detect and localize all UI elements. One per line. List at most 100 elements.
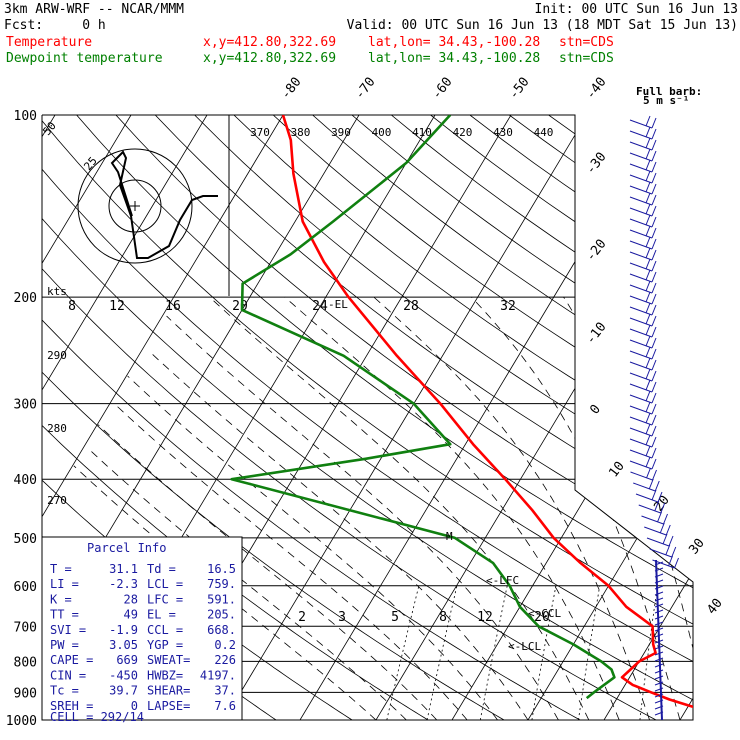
parcel-info-value: 669 (116, 653, 138, 667)
wind-barb-flag (674, 557, 679, 569)
parcel-info-value: 3.05 (109, 638, 138, 652)
barb-legend-title: Full barb: (636, 85, 702, 98)
wind-barb-flag (651, 282, 657, 294)
theta-label-440: 440 (534, 126, 554, 139)
wind-barb-flag (651, 238, 657, 250)
pressure-label-600: 600 (14, 580, 37, 595)
wind-barb-flag (657, 491, 663, 503)
wind-barb-flag (651, 205, 657, 217)
wind-barb-flag (651, 414, 657, 426)
parcel-info-value: -450 (109, 668, 138, 682)
parcel-info-label: SWEAT= (147, 653, 190, 667)
parcel-info-title: Parcel Info (87, 541, 166, 555)
wind-barb-shaft (629, 416, 653, 426)
wind-barb-flag (651, 403, 657, 415)
wind-barb-shaft (635, 493, 659, 503)
isotherm-line (42, 115, 284, 720)
wind-barb-shaft (633, 482, 656, 492)
hodo-trace (110, 150, 218, 259)
wind-barb-shaft (654, 675, 664, 680)
parcel-info-value: 205. (207, 608, 236, 622)
parcel-info-label: Td = (147, 562, 176, 576)
hodo-speed-label-16: 16 (165, 299, 181, 314)
isotherm-line (42, 115, 132, 720)
wind-barb-shaft (629, 273, 653, 283)
wind-barb-shaft (644, 526, 667, 536)
dry-adiabat-line (233, 115, 693, 720)
wind-barb-shaft (629, 295, 653, 305)
wind-barb-flag (645, 434, 651, 446)
wind-barb-shaft (629, 317, 653, 327)
temperature-label--60: -60 (429, 75, 455, 103)
wind-barb-shaft (629, 284, 653, 294)
wind-barb-flag (652, 469, 657, 481)
pressure-label-1000: 1000 (6, 714, 37, 729)
dry-adiabat-line (42, 115, 693, 720)
parcel-info-value: -2.3 (109, 577, 138, 591)
wind-barb-shaft (641, 515, 664, 525)
wind-barb-flag (645, 335, 651, 347)
theta-label-420: 420 (453, 126, 473, 139)
moist-adiabat-line (373, 296, 650, 720)
parcel-info-box (41, 536, 243, 721)
wind-barb-shaft (629, 141, 653, 151)
wind-barb-flag (651, 271, 657, 283)
theta-label-400: 400 (372, 126, 392, 139)
temperature-label--20: -20 (583, 237, 609, 265)
parcel-info-label: CAPE = (50, 653, 93, 667)
wind-barb-flag (651, 139, 657, 151)
wind-barb-flag (651, 425, 657, 437)
parcel-info-value: 7.6 (214, 699, 236, 713)
wind-barb-flag (645, 214, 651, 226)
wind-barb-staff (655, 559, 663, 721)
valid-time: Valid: 00 UTC Sun 16 Jun 13 (18 MDT Sat … (346, 18, 738, 33)
moist-adiabat-line (73, 465, 377, 720)
pressure-label-400: 400 (14, 473, 37, 488)
wind-barb-flag (645, 170, 651, 182)
wind-barb-shaft (629, 427, 653, 437)
dry-adiabat-line (272, 115, 693, 720)
parcel-info-label: LFC = (147, 592, 183, 606)
hodo-speed-label-24: 24 (312, 299, 328, 314)
wind-barb-flag (651, 150, 657, 162)
temperature-trace (281, 115, 693, 720)
mixing-ratio-label-20: 20 (534, 610, 550, 625)
parcel-info-panel: Parcel Info T = 31.1 Td = 16.5 LI = -2.3 LCL =… (41, 536, 243, 724)
wind-barb-flag (663, 513, 668, 525)
wind-barb-flag (645, 379, 651, 391)
wind-barb-shaft (629, 240, 653, 250)
wind-barb-shaft (629, 163, 653, 173)
moist-adiabat-line (563, 296, 693, 720)
pressure-label-900: 900 (14, 686, 37, 701)
wind-barb-flag (665, 544, 671, 556)
mixing-ratio-line (479, 585, 508, 720)
theta-side-label-280: 280 (47, 422, 67, 435)
wind-barb-shaft (629, 229, 653, 239)
parcel-info-label: SVI = (50, 623, 86, 637)
moist-adiabat-line (87, 447, 407, 720)
wind-barb-shaft (629, 394, 653, 404)
dry-adiabat-line (154, 115, 693, 720)
legend-temperature-coords: x,y=412.80,322.69 (203, 35, 337, 50)
mixing-ratio-label-3: 3 (338, 610, 346, 625)
dry-adiabat-line (115, 115, 693, 720)
wind-barb-shaft (629, 383, 653, 393)
wind-barb-flag (645, 126, 651, 138)
isotherm-line (42, 115, 208, 720)
ccl-label: <-CCL (528, 607, 561, 620)
theta-labels: 370 380 390 400 410 420 430 440 290 280 270 (47, 126, 553, 507)
parcel-info-value: 759. (207, 577, 236, 591)
isotherm-line (375, 115, 693, 720)
temperature-label-30: 30 (686, 536, 707, 558)
moist-adiabat-line (284, 296, 620, 720)
wind-barb-shaft (646, 537, 670, 547)
wind-barb-flag (662, 533, 668, 545)
parcel-info-label: LCL = (147, 577, 183, 591)
wind-barb-shaft (654, 603, 664, 608)
legend-dewpoint-name: Dewpoint temperature (6, 51, 163, 66)
mixing-ratio-label-2: 2 (298, 610, 306, 625)
theta-label-430: 430 (493, 126, 513, 139)
wind-barb-shaft (629, 251, 653, 261)
wind-barb-flag (668, 535, 674, 547)
wind-barb-flag (651, 381, 657, 393)
